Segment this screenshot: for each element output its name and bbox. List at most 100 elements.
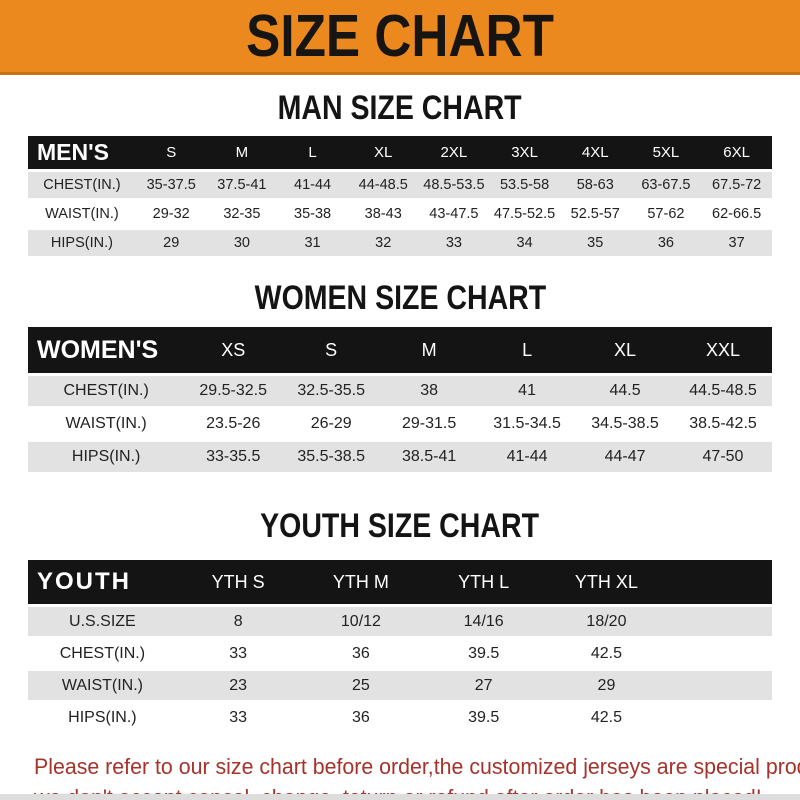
cell-value: 32-35 (206, 201, 278, 227)
column-header: L (478, 327, 577, 373)
cell-blank (667, 639, 772, 668)
cell-value: 33 (176, 639, 300, 668)
column-header: XS (184, 327, 283, 373)
table-row: WAIST(IN.) 23.5-26 26-29 29-31.5 31.5-34.5 34… (28, 409, 772, 439)
cell-value: 32.5-35.5 (282, 376, 381, 406)
row-label: HIPS(IN.) (28, 230, 136, 256)
mens-table-label: MEN'S (28, 136, 136, 169)
youth-table-label: YOUTH (28, 560, 177, 604)
cell-value: 48.5-53.5 (418, 172, 490, 198)
cell-value: 29-32 (135, 201, 207, 227)
youth-header-row: YOUTH YTH S YTH M YTH L YTH XL (28, 560, 772, 604)
cell-value: 8 (176, 607, 300, 636)
page-title: SIZE CHART (246, 2, 554, 69)
row-label: WAIST(IN.) (28, 201, 136, 227)
cell-value: 41 (478, 376, 577, 406)
mens-section-heading: MAN SIZE CHART (0, 75, 800, 133)
cell-value: 35-37.5 (135, 172, 207, 198)
table-row: HIPS(IN.) 33 36 39.5 42.5 (28, 703, 772, 732)
title-banner: SIZE CHART (0, 0, 800, 75)
cell-value: 39.5 (422, 639, 546, 668)
cell-value: 38.5-42.5 (674, 409, 772, 439)
cell-value: 33-35.5 (184, 442, 283, 472)
cell-blank (667, 703, 772, 732)
cell-value: 29 (135, 230, 207, 256)
cell-value: 41-44 (277, 172, 348, 198)
cell-value: 44-47 (576, 442, 674, 472)
cell-value: 62-66.5 (701, 201, 772, 227)
cell-value: 36 (299, 703, 423, 732)
youth-size-table: YOUTH YTH S YTH M YTH L YTH XL U.S.SIZE 8 10/12… (28, 557, 772, 735)
cell-value: 29 (545, 671, 668, 700)
cell-value: 31 (277, 230, 348, 256)
column-header-blank (667, 560, 772, 604)
column-header: YTH M (299, 560, 423, 604)
disclaimer-line-1: Please refer to our size chart before or… (34, 754, 800, 779)
column-header: XL (576, 327, 674, 373)
row-label: CHEST(IN.) (28, 172, 136, 198)
cell-value: 29.5-32.5 (184, 376, 283, 406)
table-row: U.S.SIZE 8 10/12 14/16 18/20 (28, 607, 772, 636)
table-row: CHEST(IN.) 29.5-32.5 32.5-35.5 38 41 44.5 44.5… (28, 376, 772, 406)
cell-value: 44.5 (576, 376, 674, 406)
cell-value: 44-48.5 (347, 172, 419, 198)
cell-value: 33 (418, 230, 490, 256)
row-label: HIPS(IN.) (28, 703, 177, 732)
cell-blank (667, 607, 772, 636)
column-header: S (135, 136, 207, 169)
cell-value: 30 (206, 230, 278, 256)
column-header: YTH S (176, 560, 300, 604)
column-header: 4XL (559, 136, 631, 169)
cell-value: 36 (630, 230, 702, 256)
disclaimer-note: Please refer to our size chart before or… (0, 751, 800, 800)
cell-value: 39.5 (422, 703, 546, 732)
table-row: WAIST(IN.) 23 25 27 29 (28, 671, 772, 700)
cell-blank (667, 671, 772, 700)
table-row: CHEST(IN.) 33 36 39.5 42.5 (28, 639, 772, 668)
youth-section-heading-text: YOUTH SIZE CHART (260, 505, 540, 546)
cell-value: 44.5-48.5 (674, 376, 772, 406)
cell-value: 57-62 (630, 201, 702, 227)
cell-value: 29-31.5 (380, 409, 479, 439)
row-label: U.S.SIZE (28, 607, 177, 636)
row-label: CHEST(IN.) (28, 376, 185, 406)
womens-section-heading-text: WOMEN SIZE CHART (254, 277, 546, 318)
cell-value: 37.5-41 (206, 172, 278, 198)
cell-value: 38 (380, 376, 479, 406)
row-label: WAIST(IN.) (28, 671, 177, 700)
row-label: CHEST(IN.) (28, 639, 177, 668)
table-row: HIPS(IN.) 33-35.5 35.5-38.5 38.5-41 41-44 44-… (28, 442, 772, 472)
cell-value: 42.5 (545, 703, 668, 732)
cell-value: 18/20 (545, 607, 668, 636)
row-label: HIPS(IN.) (28, 442, 185, 472)
column-header: L (277, 136, 348, 169)
cell-value: 25 (299, 671, 423, 700)
mens-size-table: MEN'S S M L XL 2XL 3XL 4XL 5XL 6XL CHEST(IN.) 35-37… (28, 133, 772, 259)
womens-header-row: WOMEN'S XS S M L XL XXL (28, 327, 772, 373)
cell-value: 38-43 (347, 201, 419, 227)
cell-value: 37 (701, 230, 772, 256)
column-header: 2XL (418, 136, 490, 169)
cell-value: 52.5-57 (559, 201, 631, 227)
column-header: XL (347, 136, 419, 169)
cell-value: 53.5-58 (489, 172, 560, 198)
table-row: HIPS(IN.) 29 30 31 32 33 34 35 36 37 (28, 230, 772, 256)
mens-header-row: MEN'S S M L XL 2XL 3XL 4XL 5XL 6XL (28, 136, 772, 169)
cell-value: 23.5-26 (184, 409, 283, 439)
mens-section-heading-text: MAN SIZE CHART (277, 87, 523, 128)
womens-section-heading: WOMEN SIZE CHART (0, 259, 800, 324)
column-header: 6XL (701, 136, 772, 169)
row-label: WAIST(IN.) (28, 409, 185, 439)
cell-value: 32 (347, 230, 419, 256)
cell-value: 43-47.5 (418, 201, 490, 227)
cell-value: 67.5-72 (701, 172, 772, 198)
column-header: YTH L (422, 560, 546, 604)
column-header: YTH XL (545, 560, 668, 604)
bottom-edge-strip (0, 794, 800, 800)
cell-value: 42.5 (545, 639, 668, 668)
cell-value: 47.5-52.5 (489, 201, 560, 227)
table-row: WAIST(IN.) 29-32 32-35 35-38 38-43 43-47.5 47.… (28, 201, 772, 227)
cell-value: 38.5-41 (380, 442, 479, 472)
cell-value: 23 (176, 671, 300, 700)
